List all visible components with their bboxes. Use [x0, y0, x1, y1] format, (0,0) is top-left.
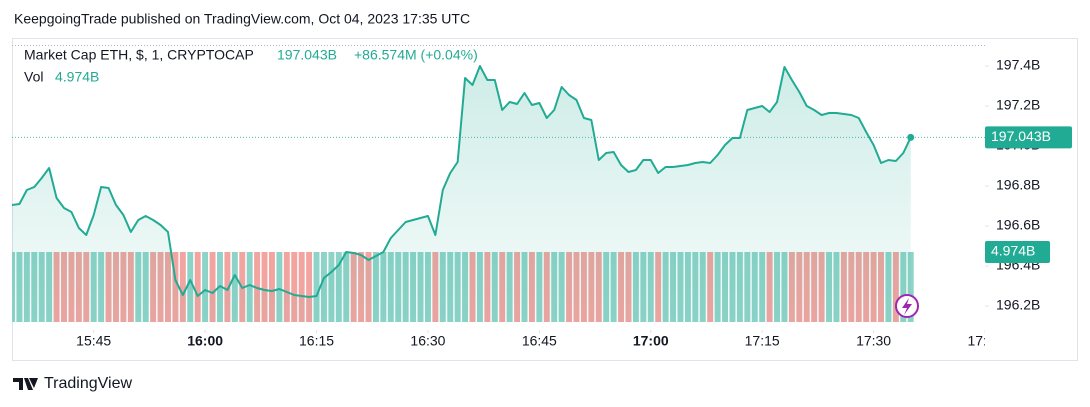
volume-bar — [202, 252, 209, 322]
logo[interactable]: TradingView — [13, 375, 132, 392]
volume-bar — [194, 252, 201, 322]
legend-series-name: Market Cap ETH, $, 1, CRYPTOCAP — [24, 47, 254, 63]
x-tick-label: 16:30 — [410, 333, 445, 349]
volume-badge — [985, 241, 1050, 263]
volume-bar — [261, 252, 268, 322]
y-tick-label: 196.8B — [996, 177, 1040, 193]
x-tick-label: 16:45 — [522, 333, 557, 349]
volume-bar — [283, 252, 290, 322]
price-badge-label: 197.043B — [991, 128, 1051, 144]
price-line — [12, 65, 912, 298]
x-tick-label: 17:15 — [745, 333, 780, 349]
x-tick-label: 16:00 — [187, 333, 223, 349]
x-tick-label: 17:00 — [633, 333, 669, 349]
x-tick-label: 15:45 — [76, 333, 111, 349]
footer-brand[interactable]: TradingView — [44, 375, 132, 392]
x-tick-label: 16:15 — [299, 333, 334, 349]
axes: 196.2B196.4B196.6B196.8B197.0B197.2B197.… — [985, 57, 1040, 313]
lightning-icon[interactable] — [895, 294, 919, 318]
volume-bar — [268, 252, 275, 322]
y-tick-label: 196.6B — [996, 217, 1040, 233]
legend-value: 197.043B — [277, 47, 337, 63]
plot-area — [12, 65, 985, 322]
chart-frame — [12, 38, 1078, 361]
volume-bar — [224, 252, 231, 322]
y-tick-label: 196.2B — [996, 297, 1040, 313]
area — [12, 66, 911, 322]
y-tick-label: 197.2B — [996, 97, 1040, 113]
x-tick-label: 17:30 — [856, 333, 891, 349]
last-point — [907, 133, 915, 141]
volume-bar — [313, 252, 320, 322]
legend-volume-value: 4.974B — [55, 69, 99, 85]
x-tick-label: 17:45 — [967, 333, 1002, 349]
volume-bar — [209, 252, 216, 322]
volume-bar — [298, 252, 305, 322]
volume-bar — [306, 252, 313, 322]
time-axis: 15:45 16:00 16:15 16:30 16:45 17:00 17:15 17:30… — [76, 330, 1002, 349]
legend-change: +86.574M (+0.04%) — [354, 47, 478, 63]
price-badges: 197.043B 4.974B — [985, 126, 1072, 263]
volume-badge-label: 4.974B — [991, 243, 1035, 259]
volume-bar — [276, 252, 283, 322]
legend-volume-name: Vol — [24, 69, 43, 85]
volume-bar — [291, 252, 298, 322]
header: KeepgoingTrade published on TradingView.… — [14, 11, 470, 27]
volume-bar — [179, 252, 186, 322]
price-badge — [985, 126, 1072, 149]
y-tick-label: 197.4B — [996, 57, 1040, 73]
